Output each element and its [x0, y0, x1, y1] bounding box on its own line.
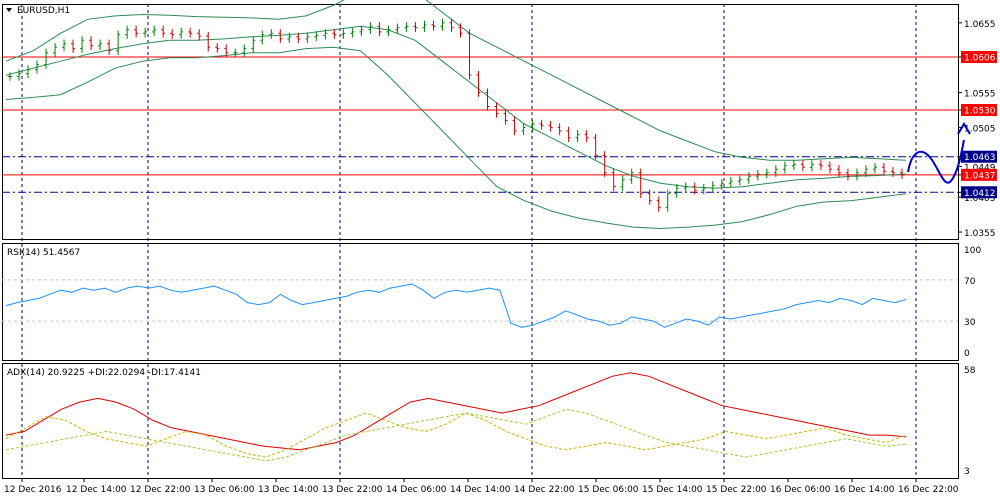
time-tick-label: 14 Dec 06:00 [386, 485, 447, 495]
price-level-tag-text: 1.0606 [964, 53, 996, 63]
rsi-tick-label: 100 [964, 246, 981, 256]
projection-curve [907, 139, 965, 184]
current-price-label: 1.0449 [964, 163, 996, 173]
time-tick-label: 14 Dec 14:00 [450, 485, 511, 495]
time-tick-label: 13 Dec 14:00 [258, 485, 319, 495]
dropdown-triangle-icon [6, 8, 12, 12]
price-level-tag-text: 1.0463 [964, 153, 996, 163]
time-tick-label: 15 Dec 14:00 [642, 485, 703, 495]
price-level-tag [961, 168, 997, 181]
price-level-tag-text: 1.0530 [964, 106, 996, 116]
time-tick-label: 15 Dec 22:00 [706, 485, 767, 495]
time-tick-label: 15 Dec 06:00 [578, 485, 639, 495]
price-tick-label: 1.0405 [964, 194, 996, 204]
rsi-panel [2, 243, 959, 361]
rsi-label: RSI(14) 51.4567 [7, 248, 80, 258]
rsi-line [5, 283, 907, 328]
time-tick-label: 16 Dec 22:00 [898, 485, 959, 495]
adx-main-line [5, 372, 907, 451]
time-tick-label: 14 Dec 22:00 [514, 485, 575, 495]
rsi-tick-label: 30 [964, 318, 976, 328]
bollinger-middle-line [5, 25, 907, 189]
adx-panel [2, 363, 959, 479]
rsi-tick-label: 0 [964, 349, 970, 359]
price-level-tag [961, 150, 997, 163]
bollinger-upper-line [5, 0, 907, 161]
price-tick-label: 1.0505 [964, 124, 996, 134]
time-tick-label: 13 Dec 22:00 [322, 485, 383, 495]
time-tick-label: 13 Dec 06:00 [194, 485, 255, 495]
price-level-tag [961, 103, 997, 116]
time-tick-label: 16 Dec 14:00 [834, 485, 895, 495]
price-level-tag [961, 50, 997, 63]
projection-arrow-head [957, 122, 971, 135]
rsi-tick-label: 70 [964, 277, 976, 287]
price-panel [2, 4, 959, 240]
adx-tick-label: 58 [964, 366, 976, 376]
time-tick-label: 12 Dec 2016 [4, 485, 62, 495]
price-tick-label: 1.0355 [964, 229, 996, 239]
adx-tick-label: 3 [964, 467, 970, 477]
symbol-label: EURUSD,H1 [17, 6, 70, 16]
price-tick-label: 1.0555 [964, 90, 996, 100]
price-level-tag-text: 1.0437 [964, 171, 996, 181]
price-level-tag [961, 186, 997, 199]
time-tick-label: 16 Dec 06:00 [770, 485, 831, 495]
price-tick-label: 1.0655 [964, 20, 996, 30]
adx-label: ADX(14) 20.9225 +DI:22.0294 -DI:17.4141 [7, 368, 201, 378]
minus-di-line [5, 408, 907, 462]
time-tick-label: 12 Dec 14:00 [66, 485, 127, 495]
bollinger-lower-line [5, 46, 907, 230]
plus-di-line [5, 412, 907, 458]
price-level-tag-text: 1.0412 [964, 189, 996, 199]
time-tick-label: 12 Dec 22:00 [130, 485, 191, 495]
